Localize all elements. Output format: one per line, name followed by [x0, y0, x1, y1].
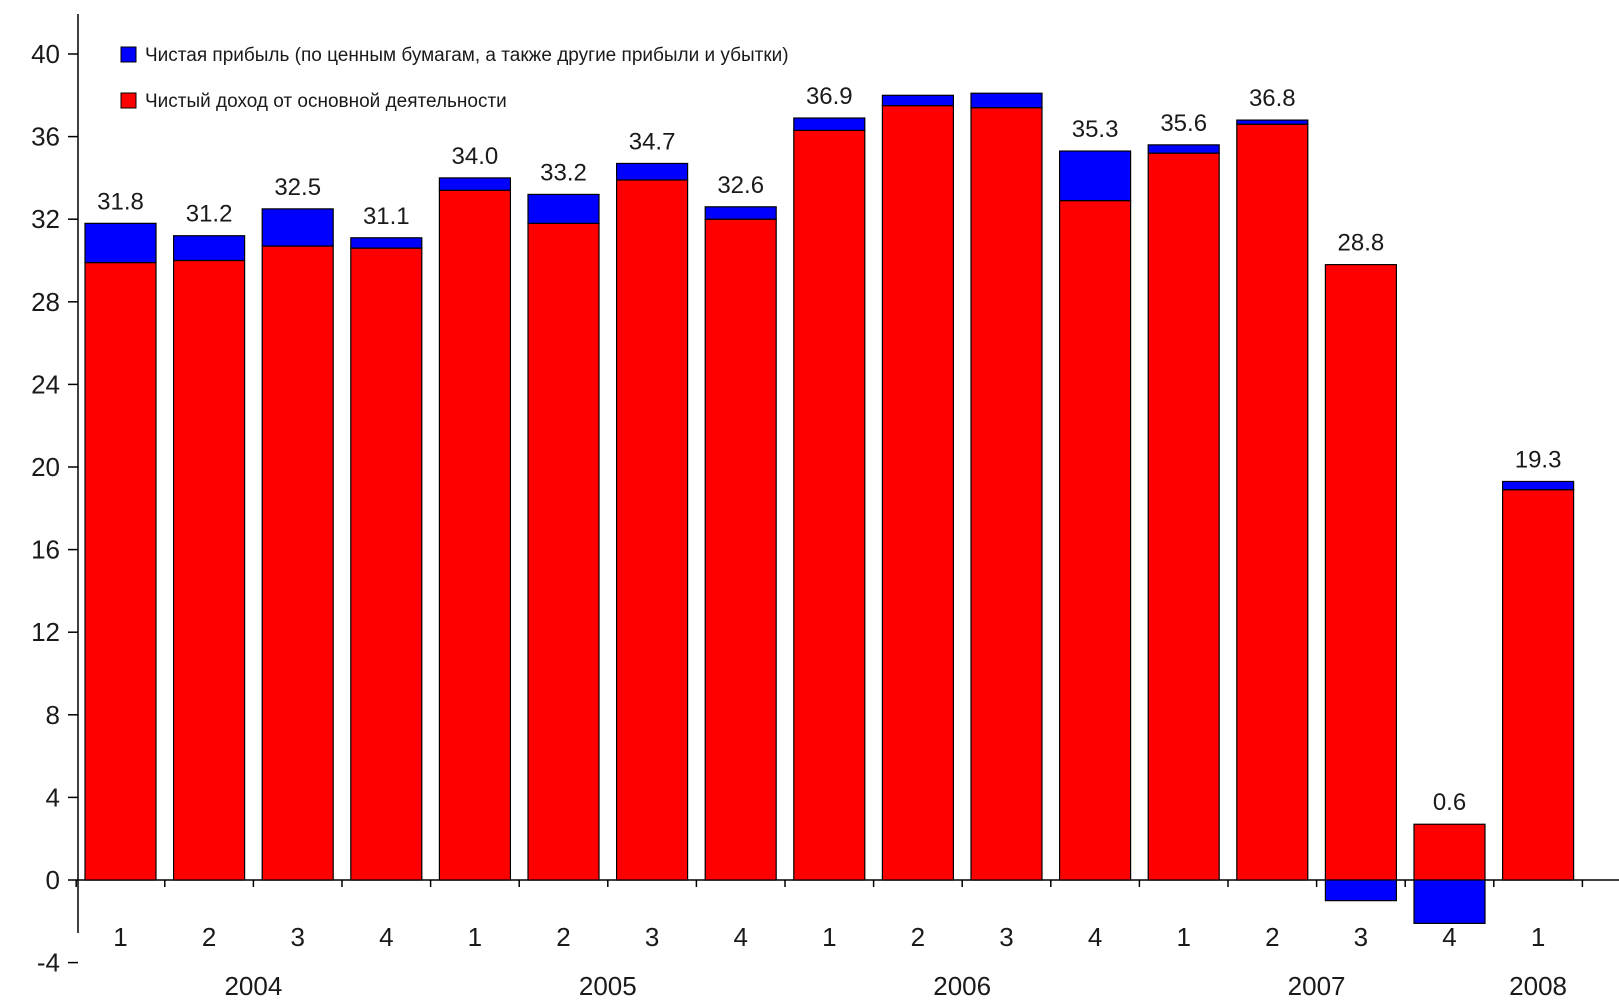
bars [84, 92, 1575, 924]
y-tick-label: -4 [37, 948, 60, 978]
legend-label-blue: Чистая прибыль (по ценным бумагам, а так… [145, 45, 789, 66]
bar-segment-blue [1413, 879, 1486, 924]
bar-segment-blue [350, 237, 423, 249]
y-tick-label: 4 [46, 782, 60, 812]
legend-label-red: Чистый доход от основной деятельности [145, 91, 507, 112]
bar-segment-red [1236, 123, 1309, 881]
year-label: 2004 [224, 971, 282, 1001]
data-label: 31.1 [363, 203, 410, 230]
bar-segment-blue [1501, 480, 1575, 491]
y-tick-label: 0 [46, 865, 60, 895]
data-label: 36.8 [1249, 85, 1296, 112]
bar-segment-red [1324, 264, 1398, 881]
quarter-label: 4 [1088, 922, 1102, 952]
legend: Чистая прибыль (по ценным бумагам, а так… [120, 45, 789, 112]
data-label: 34.0 [452, 143, 499, 170]
y-tick-label: 20 [31, 452, 60, 482]
quarter-label: 4 [379, 922, 393, 952]
bar-segment-red [615, 179, 689, 881]
bar-segment-red [1413, 823, 1486, 881]
y-tick-label: 36 [31, 122, 60, 152]
data-label: 0.6 [1433, 789, 1466, 816]
bar-segment-blue [261, 208, 334, 247]
bar-segment-red [1058, 200, 1132, 881]
y-tick-label: 40 [31, 39, 60, 69]
bar-segment-red [84, 261, 157, 881]
x-axis-labels: 1 2 3 4 1 2 3 4 1 2 3 4 1 2 3 4 1 2004 2005 2006 2007 2008 [113, 922, 1567, 1001]
data-label: 33.2 [540, 159, 587, 186]
data-label: 31.8 [97, 188, 144, 215]
bar-segment-red [881, 105, 955, 881]
x-axis-ticks [75, 880, 1584, 887]
year-label: 2006 [933, 971, 991, 1001]
legend-swatch-red [120, 92, 137, 109]
year-label: 2007 [1288, 971, 1346, 1001]
bar-segment-red [704, 218, 777, 881]
bar-segment-blue [438, 177, 511, 191]
quarter-label: 4 [733, 922, 747, 952]
bar-segment-blue [881, 94, 955, 107]
bar-segment-red [970, 107, 1043, 881]
bar-segment-blue [704, 206, 777, 220]
quarter-label: 4 [1442, 922, 1456, 952]
quarter-label: 1 [822, 922, 836, 952]
y-tick-label: 24 [31, 369, 60, 399]
bar-segment-blue [527, 193, 600, 224]
data-label: 32.6 [717, 172, 764, 199]
quarter-label: 3 [1354, 922, 1368, 952]
y-tick-label: 32 [31, 204, 60, 234]
y-tick-label: 16 [31, 535, 60, 565]
quarter-label: 2 [1265, 922, 1279, 952]
quarter-label: 3 [645, 922, 659, 952]
bar-segment-red [350, 247, 423, 881]
bar-segment-blue [1236, 119, 1309, 125]
bar-segment-blue [84, 222, 157, 264]
quarter-label: 1 [468, 922, 482, 952]
quarter-label: 1 [1176, 922, 1190, 952]
data-label: 31.2 [186, 201, 233, 228]
y-tick-label: 12 [31, 617, 60, 647]
quarter-label: 3 [290, 922, 304, 952]
year-label: 2008 [1509, 971, 1567, 1001]
y-axis-ticks: -4 0 4 8 12 16 20 24 28 32 36 40 [31, 39, 78, 978]
data-label: 28.8 [1338, 230, 1385, 257]
bar-segment-red [438, 189, 511, 881]
y-tick-label: 8 [46, 700, 60, 730]
quarter-label: 2 [556, 922, 570, 952]
bar-segment-blue [615, 162, 689, 181]
legend-swatch-blue [120, 46, 137, 63]
quarter-label: 3 [999, 922, 1013, 952]
bar-segment-red [173, 259, 246, 881]
bar-segment-red [261, 245, 334, 881]
bar-segment-blue [1324, 879, 1398, 902]
bar-segment-blue [1147, 144, 1220, 154]
quarter-label: 2 [202, 922, 216, 952]
y-tick-label: 28 [31, 287, 60, 317]
quarter-label: 1 [1531, 922, 1545, 952]
bar-segment-red [1147, 152, 1220, 881]
bar-segment-red [1501, 489, 1575, 881]
quarter-label: 1 [113, 922, 127, 952]
bar-segment-red [527, 222, 600, 881]
year-label: 2005 [579, 971, 637, 1001]
bar-segment-blue [970, 92, 1043, 109]
data-label: 35.3 [1072, 116, 1119, 143]
bar-segment-blue [793, 117, 866, 132]
data-label: 32.5 [274, 174, 321, 201]
data-label: 19.3 [1515, 446, 1562, 473]
data-label: 35.6 [1160, 110, 1207, 137]
bar-segment-blue [173, 235, 246, 262]
data-label: 34.7 [629, 128, 676, 155]
data-labels: 31.8 31.2 32.5 31.1 34.0 33.2 34.7 32.6 36.9 35.3… [97, 83, 1561, 816]
quarter-label: 2 [911, 922, 925, 952]
data-label: 36.9 [806, 83, 853, 110]
bar-segment-red [793, 129, 866, 881]
bar-segment-blue [1058, 150, 1132, 202]
